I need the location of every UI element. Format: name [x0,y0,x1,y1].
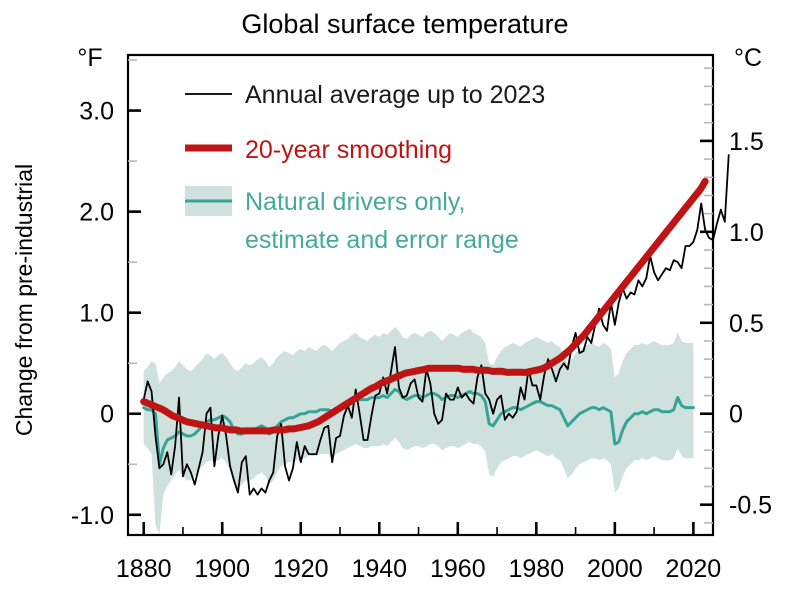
y-tick-label-c-0.5: 0.5 [729,310,764,338]
tick-labels: 1880 1900 1920 1940 1960 1980 2000 2020 3.0 2.0 1.… [71,98,772,583]
x-tick-label-1880: 1880 [116,555,172,583]
axes [126,53,715,537]
legend-label-natural-drivers-line1: Natural drivers only, [245,188,465,216]
left-axis-unit-label: °F [77,44,102,72]
y-axis-label: Change from pre-industrial [11,164,37,436]
x-tick-label-1900: 1900 [194,555,250,583]
right-axis-unit-label: °C [734,44,762,72]
twenty-year-smoothing-line [140,177,709,435]
y-tick-label-c-1.0: 1.0 [729,219,764,247]
y-tick-label-f--1.0: -1.0 [71,502,114,530]
legend-label-annual-average: Annual average up to 2023 [245,81,545,109]
legend-label-20-year-smoothing: 20-year smoothing [245,136,452,164]
x-tick-label-1960: 1960 [430,555,486,583]
y-tick-label-f-1.0: 1.0 [79,300,114,328]
annual-average-line [142,154,730,496]
x-tick-label-2020: 2020 [666,555,722,583]
x-tick-label-1920: 1920 [273,555,329,583]
chart-legend: Annual average up to 2023 20-year smooth… [185,81,545,254]
y-tick-label-c--0.5: -0.5 [729,492,772,520]
chart-title: Global surface temperature [241,9,568,39]
y-tick-label-f-3.0: 3.0 [79,98,114,126]
x-tick-label-2000: 2000 [587,555,643,583]
y-tick-label-f-0: 0 [100,401,114,429]
x-tick-label-1940: 1940 [351,555,407,583]
y-tick-label-f-2.0: 2.0 [79,199,114,227]
plot-area [140,154,730,535]
y-tick-label-c-0: 0 [729,401,743,429]
y-tick-label-c-1.5: 1.5 [729,128,764,156]
x-tick-label-1980: 1980 [509,555,565,583]
legend-label-natural-drivers-line2: estimate and error range [245,226,519,254]
